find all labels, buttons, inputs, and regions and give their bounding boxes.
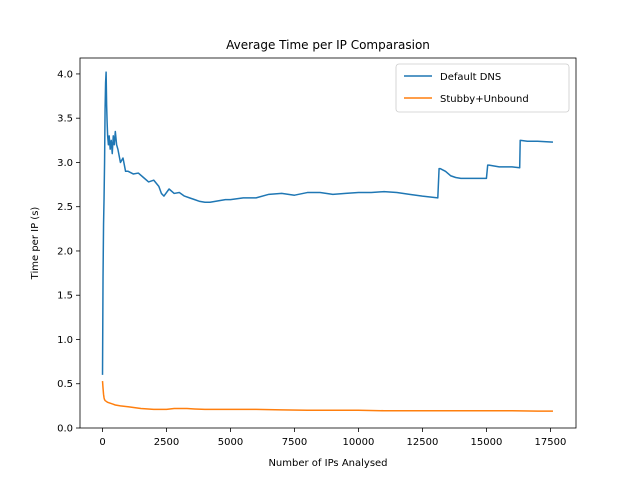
y-tick-label: 2.0 [57,246,73,257]
x-tick-label: 17500 [535,437,567,448]
y-tick-label: 4.0 [57,69,73,80]
x-tick-label: 12500 [407,437,439,448]
x-axis: 0 2500 5000 7500 10000 12500 15000 17500 [99,428,566,448]
series-line-default-dns [101,71,554,375]
y-tick-label: 3.0 [57,158,73,169]
y-tick-label: 2.5 [57,202,73,213]
y-tick-label: 0.5 [57,379,73,390]
y-tick-label: 1.5 [57,291,73,302]
x-tick-label: 7500 [282,437,307,448]
series-layer [101,71,554,412]
legend-label-default-dns: Default DNS [440,72,501,83]
x-tick-label: 2500 [154,437,179,448]
y-tick-label: 1.0 [57,335,73,346]
x-tick-label: 15000 [471,437,503,448]
y-axis: 0.0 0.5 1.0 1.5 2.0 2.5 3.0 3.5 4.0 [57,69,80,435]
x-tick-label: 0 [99,437,105,448]
x-axis-label: Number of IPs Analysed [268,458,387,469]
legend-box [395,63,570,113]
series-line-stubby-unbound [101,381,553,412]
plot-frame [79,57,577,429]
x-tick-label: 10000 [343,437,375,448]
y-axis-label: Time per IP (s) [30,207,41,281]
legend: Default DNS Stubby+Unbound [395,63,570,113]
legend-label-stubby-unbound: Stubby+Unbound [440,94,529,105]
chart-title: Average Time per IP Comparasion [226,38,430,52]
y-tick-label: 0.0 [57,424,73,435]
plot-area [79,57,577,429]
y-tick-label: 3.5 [57,114,73,125]
x-tick-label: 5000 [218,437,243,448]
